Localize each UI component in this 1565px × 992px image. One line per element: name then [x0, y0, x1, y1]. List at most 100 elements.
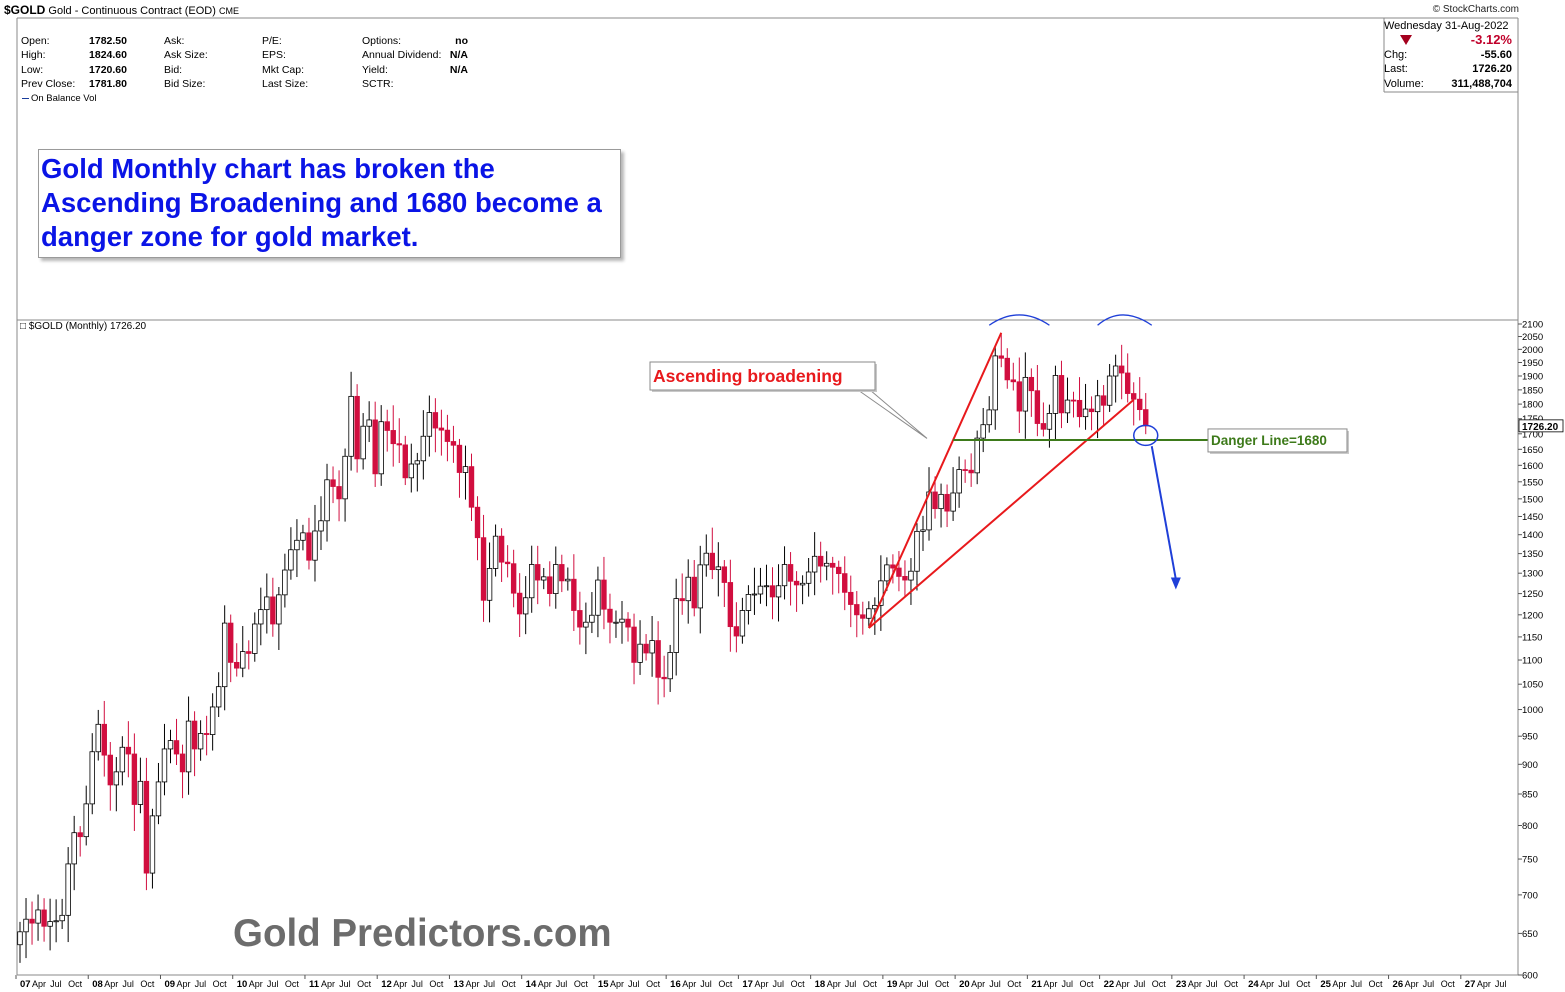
- candle-body: [47, 921, 53, 927]
- stat-label: Bid Size:: [164, 78, 206, 91]
- candle-body: [974, 437, 980, 474]
- x-year-label: 08: [92, 979, 103, 990]
- stat-label: P/E:: [262, 35, 282, 47]
- y-tick-label: 1000: [1522, 705, 1543, 716]
- x-month-label: Jul: [267, 979, 279, 989]
- y-tick-label: 1900: [1522, 372, 1543, 383]
- x-month-label: Jul: [411, 979, 423, 989]
- volume-label: Volume:: [1384, 77, 1424, 90]
- stat-value: N/A: [449, 49, 468, 62]
- candle-body: [288, 549, 294, 571]
- x-month-label: Apr: [1405, 979, 1419, 989]
- candle-body: [733, 626, 740, 637]
- candle-body: [793, 580, 800, 586]
- candle-body: [992, 355, 998, 411]
- candle-body: [577, 610, 583, 628]
- candle-body: [1052, 375, 1059, 414]
- candle-body: [300, 532, 306, 541]
- x-month-label: Jul: [556, 979, 568, 989]
- candle-body: [601, 579, 607, 610]
- candle-body: [125, 746, 132, 755]
- candle-body: [59, 914, 65, 922]
- last-label: Last:: [1384, 63, 1408, 76]
- x-month-label: Oct: [68, 979, 83, 989]
- x-year-label: 13: [453, 979, 464, 990]
- x-year-label: 10: [237, 979, 248, 990]
- x-year-label: 14: [526, 979, 537, 990]
- x-year-label: 21: [1031, 979, 1042, 990]
- x-month-label: Apr: [177, 979, 191, 989]
- candle-body: [631, 626, 637, 663]
- candle-body: [1112, 365, 1119, 377]
- candle-body: [137, 780, 144, 805]
- candle-body: [1082, 408, 1089, 418]
- candle-body: [456, 444, 463, 473]
- candle-body: [1070, 399, 1077, 402]
- stat-label: Low:: [21, 63, 44, 76]
- x-year-label: 16: [670, 979, 681, 990]
- candle-body: [161, 748, 168, 783]
- candle-body: [878, 580, 884, 606]
- danger-line-label: Danger Line=1680: [1211, 433, 1327, 448]
- candle-body: [679, 598, 685, 602]
- x-month-label: Oct: [574, 979, 589, 989]
- candle-body: [402, 444, 408, 479]
- quote-panel: Wednesday 31-Aug-2022 -3.12% Chg: -55.60 …: [1384, 19, 1512, 91]
- x-year-label: 07: [20, 979, 31, 990]
- candle-body: [745, 594, 752, 611]
- y-tick-label: 1800: [1522, 400, 1543, 411]
- candle-body: [1004, 357, 1010, 381]
- candle-body: [101, 723, 107, 756]
- y-tick-label: 1200: [1522, 610, 1543, 621]
- candle-body: [366, 419, 372, 427]
- x-year-label: 22: [1104, 979, 1115, 990]
- candle-body: [1034, 390, 1041, 424]
- candle-body: [264, 596, 270, 611]
- candle-body: [504, 561, 511, 565]
- candle-body: [468, 466, 475, 508]
- x-month-label: Oct: [1369, 979, 1384, 989]
- candle-body: [938, 493, 944, 510]
- candle-body: [276, 594, 282, 625]
- candle-body: [613, 621, 619, 624]
- candle-body: [209, 706, 216, 735]
- x-month-label: Oct: [863, 979, 878, 989]
- stat-label: SCTR:: [362, 78, 394, 91]
- candle-body: [1118, 365, 1125, 374]
- candle-body: [980, 424, 986, 439]
- stat-label: Yield:: [362, 63, 388, 76]
- candle-body: [775, 585, 782, 598]
- stat-value: no: [455, 35, 468, 47]
- indicator-label: On Balance Vol: [31, 93, 97, 104]
- callout-box: [649, 361, 876, 391]
- chart-header-title: $GOLD Gold - Continuous Contract (EOD) C…: [4, 3, 239, 17]
- x-month-label: Apr: [393, 979, 407, 989]
- candle-body: [836, 566, 842, 575]
- breakdown-circle: [1132, 424, 1159, 447]
- candle-body: [474, 506, 481, 539]
- candle-body: [1076, 399, 1083, 418]
- x-year-label: 25: [1320, 979, 1331, 990]
- candle-body: [932, 491, 938, 510]
- down-arrow-icon: [1400, 35, 1412, 46]
- x-month-label: Oct: [1007, 979, 1022, 989]
- candle-body: [420, 435, 427, 462]
- candle-body: [1046, 413, 1053, 430]
- candle-body: [1100, 395, 1107, 406]
- volume-value: 311,488,704: [1451, 77, 1512, 90]
- candle-body: [119, 746, 126, 773]
- candle-body: [583, 621, 589, 628]
- x-month-label: Apr: [682, 979, 696, 989]
- ascending-broadening-label: Ascending broadening: [653, 366, 843, 386]
- candle-body: [830, 562, 836, 568]
- candle-body: [619, 618, 625, 623]
- x-month-label: Jul: [1061, 979, 1073, 989]
- x-month-label: Jul: [1423, 979, 1435, 989]
- candle-body: [956, 469, 962, 494]
- annotation-text: Gold Monthly chart has broken the Ascend…: [41, 153, 602, 252]
- candle-body: [950, 492, 956, 512]
- indicator-legend: On Balance Vol: [22, 93, 97, 104]
- y-tick-label: 850: [1522, 790, 1538, 801]
- stat-value: 1824.60: [89, 49, 127, 62]
- x-month-label: Oct: [791, 979, 806, 989]
